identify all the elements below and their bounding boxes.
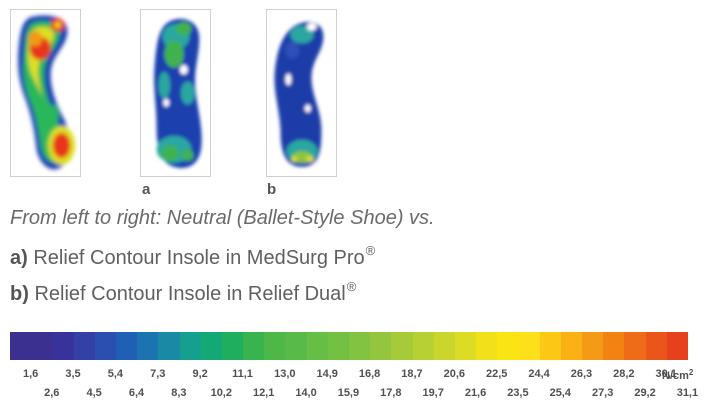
scale-tick-label: 7,3: [150, 368, 166, 380]
scale-cell: [539, 332, 561, 360]
scale-tick-label: 4,5: [86, 387, 102, 399]
scale-tick-label: 6,4: [128, 387, 145, 399]
caption-text-a: Relief Contour Insole in MedSurg Pro: [33, 247, 365, 269]
scale-cell: [137, 332, 159, 360]
scale-cell: [454, 332, 477, 360]
scale-cell: [285, 332, 307, 360]
scale-cell: [391, 332, 413, 360]
scale-tick-label: 8,3: [171, 387, 187, 399]
foot-pressure-b-image: [274, 21, 324, 167]
scale-cell: [497, 332, 519, 360]
scale-cell: [624, 332, 646, 360]
scale-tick-label: 29,2: [634, 387, 656, 399]
scale-unit-main: N/cm: [662, 370, 689, 382]
panel-label-b: b: [267, 181, 277, 198]
caption-line-a: a) Relief Contour Insole in MedSurg Pro®: [10, 243, 375, 270]
caption-prefix-a: a): [10, 247, 28, 269]
scale-tick-label: 13,0: [274, 368, 296, 380]
scale-tick-label: 30,1: [655, 368, 677, 380]
caption-intro: From left to right: Neutral (Ballet-Styl…: [10, 207, 435, 229]
scale-tick-label: 20,6: [443, 368, 466, 380]
scale-tick-label: 15,9: [337, 387, 360, 399]
scale-cell: [476, 332, 498, 360]
scale-cell: [560, 332, 583, 360]
scale-cell: [412, 332, 434, 360]
scale-tick-label: 5,4: [107, 368, 123, 380]
scale-tick-label: 31,1: [676, 387, 699, 399]
scale-cell: [221, 332, 244, 360]
scale-cell: [115, 332, 138, 360]
scale-tick-label: 17,8: [380, 387, 402, 399]
scale-tick-label: 9,2: [192, 368, 208, 380]
scale-tick-label: 2,6: [44, 387, 60, 399]
scale-cell: [94, 332, 116, 360]
scale-cell: [370, 332, 392, 360]
scale-cell: [433, 332, 455, 360]
caption-prefix-b: b): [10, 283, 29, 305]
scale-tick-label: 25,4: [549, 387, 571, 399]
scale-labels-bottom: 2,6 4,5 6,4 8,3 10,2 12,1 14,0 15,9 17,8 19,7 21,6…: [0, 387, 712, 403]
pressure-map-neutral: [10, 9, 81, 177]
scale-tick-label: 16,8: [358, 368, 381, 380]
scale-cell: [52, 332, 74, 360]
caption-text-b: Relief Contour Insole in Relief Dual: [34, 283, 346, 305]
registered-mark-a: ®: [365, 243, 376, 258]
scale-tick-label: 10,2: [210, 387, 232, 399]
panel-label-a: a: [142, 181, 151, 198]
foot-pressure-a-image: [154, 18, 202, 169]
scale-cell: [582, 332, 604, 360]
scale-cell: [31, 332, 53, 360]
scale-tick-label: 26,3: [570, 368, 593, 380]
pressure-color-scale: [10, 332, 688, 360]
scale-cell: [73, 332, 95, 360]
scale-cell: [158, 332, 180, 360]
scale-cell: [327, 332, 349, 360]
registered-mark-b: ®: [346, 279, 357, 294]
scale-tick-label: 11,1: [232, 368, 253, 380]
scale-cell: [179, 332, 201, 360]
scale-labels-top: 1,6 3,5 5,4 7,3 9,2 11,1 13,0 14,9 16,8 18,7 20,6 2…: [0, 368, 712, 384]
scale-cell: [349, 332, 371, 360]
scale-unit-label: N/cm2: [662, 368, 693, 382]
scale-cell: [645, 332, 667, 360]
scale-tick-label: 1,6: [22, 368, 39, 380]
scale-tick-label: 24,4: [528, 368, 550, 380]
scale-cell: [666, 332, 688, 360]
pressure-map-b: [266, 9, 337, 177]
scale-tick-label: 3,5: [65, 368, 81, 380]
scale-tick-label: 23,5: [507, 387, 529, 399]
scale-tick-label: 21,6: [464, 387, 487, 399]
scale-tick-label: 14,0: [295, 387, 317, 399]
scale-tick-label: 14,9: [316, 368, 338, 380]
scale-tick-label: 27,3: [591, 387, 614, 399]
scale-cell: [264, 332, 286, 360]
pressure-map-a: [140, 9, 211, 177]
scale-tick-label: 12,1: [252, 387, 275, 399]
scale-cell: [603, 332, 625, 360]
scale-tick-label: 19,7: [422, 387, 444, 399]
scale-tick-label: 28,2: [613, 368, 635, 380]
scale-cell: [10, 332, 32, 360]
foot-pressure-neutral-image: [18, 15, 76, 170]
scale-unit-sup: 2: [688, 368, 694, 377]
scale-cell: [200, 332, 222, 360]
caption-line-b: b) Relief Contour Insole in Relief Dual®: [10, 279, 356, 306]
scale-tick-label: 18,7: [401, 368, 423, 380]
scale-cell: [306, 332, 328, 360]
scale-cell: [518, 332, 540, 360]
scale-tick-label: 22,5: [486, 368, 508, 380]
scale-cell: [243, 332, 265, 360]
